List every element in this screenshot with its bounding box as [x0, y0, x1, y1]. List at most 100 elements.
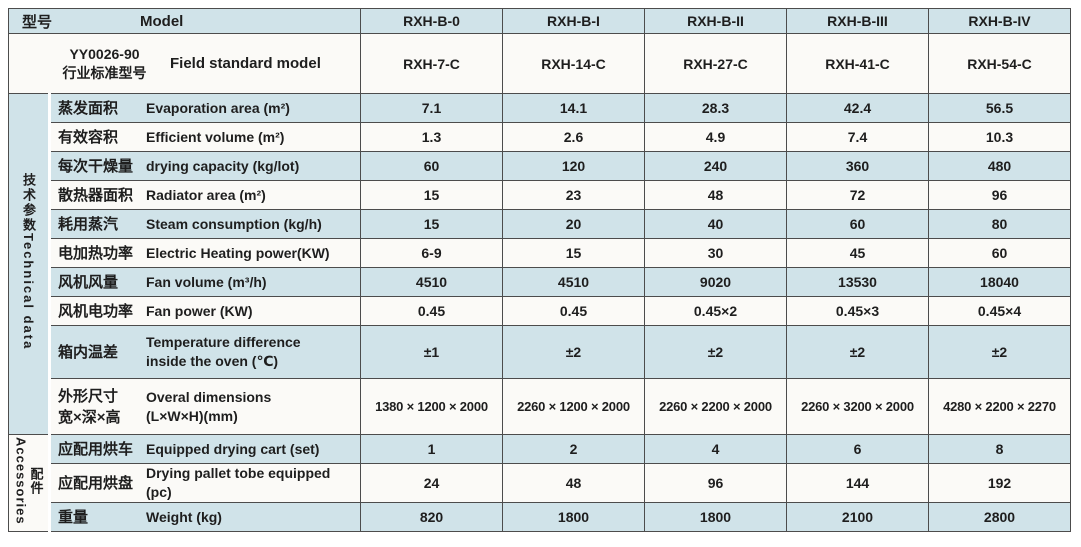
standard-label-en: Field standard model — [170, 55, 321, 72]
value-cell: 23 — [502, 180, 645, 210]
section-band-accessories: 配件 Accessories — [8, 434, 51, 532]
value-cell: 2100 — [786, 502, 929, 532]
model-cell: RXH-B-IV — [928, 8, 1071, 34]
value-cell: 10.3 — [928, 122, 1071, 152]
standard-model-cell: RXH-54-C — [928, 33, 1071, 94]
standard-label-cn-line1: YY0026-90 — [69, 45, 140, 62]
row-label-en: Fan power (KW) — [146, 302, 253, 319]
model-label-cn: 型号 — [22, 13, 53, 31]
row-label-wrap: 重量 Weight (kg) — [51, 507, 360, 528]
row-label-en: Equipped drying cart (set) — [146, 440, 320, 457]
row-label-cn: 散热器面积 — [58, 186, 134, 204]
row-label-wrap: 风机电功率 Fan power (KW) — [51, 301, 360, 322]
value-cell: 15 — [502, 238, 645, 268]
row-label-cell: 散热器面积 Radiator area (m²) — [49, 180, 361, 210]
value-cell: 6 — [786, 434, 929, 464]
value-cell: 2260 × 1200 × 2000 — [502, 378, 645, 435]
value-cell: 56.5 — [928, 93, 1071, 123]
row-label-cn-line1: 外形尺寸 — [58, 387, 119, 405]
row-label-wrap: 蒸发面积 Evaporation area (m²) — [51, 98, 360, 119]
value-cell: 60 — [928, 238, 1071, 268]
row-label-cn: 蒸发面积 — [58, 99, 119, 117]
value-cell: 48 — [644, 180, 787, 210]
row-label-cell: 应配用烘盘 Drying pallet tobe equipped (pc) — [49, 463, 361, 503]
model-cell: RXH-B-II — [644, 8, 787, 34]
value-cell: 20 — [502, 209, 645, 239]
row-label-cell: 有效容积 Efficient volume (m²) — [49, 122, 361, 152]
standard-label-cn: YY0026-90 行业标准型号 — [10, 45, 171, 83]
value-cell: 480 — [928, 151, 1071, 181]
row-label-en: Steam consumption (kg/h) — [146, 215, 322, 232]
value-cell: 60 — [360, 151, 503, 181]
value-cell: 72 — [786, 180, 929, 210]
row-label-cell: 电加热功率 Electric Heating power(KW) — [49, 238, 361, 268]
value-cell: 9020 — [644, 267, 787, 297]
value-cell: 42.4 — [786, 93, 929, 123]
value-cell: ±2 — [502, 325, 645, 379]
value-cell: 96 — [928, 180, 1071, 210]
value-cell: ±2 — [644, 325, 787, 379]
spec-row: 技术参数Technical data 蒸发面积 Evaporation area (… — [8, 93, 1071, 435]
section-label-en: Technical data — [21, 232, 36, 351]
row-label-cn-line2: 宽×深×高 — [58, 408, 121, 426]
value-cell: 96 — [644, 463, 787, 503]
value-cell: 1.3 — [360, 122, 503, 152]
value-cell: 120 — [502, 151, 645, 181]
value-cell: 360 — [786, 151, 929, 181]
row-label-wrap: 外形尺寸 宽×深×高 Overal dimensions (L×W×H)(mm) — [51, 386, 360, 428]
row-label-en: drying capacity (kg/lot) — [146, 157, 300, 174]
row-label-cn: 外形尺寸宽×深×高 — [51, 386, 146, 428]
value-cell: 0.45×4 — [928, 296, 1071, 326]
value-cell: 24 — [360, 463, 503, 503]
row-label-cn: 电加热功率 — [58, 244, 134, 262]
value-cell: 30 — [644, 238, 787, 268]
spec-row: 箱内温差 Temperature difference inside the ove… — [8, 325, 1071, 379]
value-cell: ±1 — [360, 325, 503, 379]
row-label-cell: 箱内温差 Temperature difference inside the ove… — [49, 325, 361, 379]
spec-row: 散热器面积 Radiator area (m²) 15 23 48 72 96 — [8, 180, 1071, 210]
value-cell: 1800 — [644, 502, 787, 532]
value-cell: 2 — [502, 434, 645, 464]
row-label-en: Electric Heating power(KW) — [146, 244, 330, 261]
row-label-en: Fan volume (m³/h) — [146, 273, 267, 290]
row-label-cn: 风机风量 — [58, 273, 119, 291]
row-label-cell: 耗用蒸汽 Steam consumption (kg/h) — [49, 209, 361, 239]
value-cell: 4.9 — [644, 122, 787, 152]
row-label-cell: 重量 Weight (kg) — [49, 502, 361, 532]
row-label-en: Evaporation area (m²) — [146, 99, 290, 116]
standard-model-cell: RXH-7-C — [360, 33, 503, 94]
section-band-text: 配件 Accessories — [14, 437, 44, 525]
row-label-en: Overal dimensions (L×W×H)(mm) — [146, 388, 275, 426]
spec-row: 外形尺寸 宽×深×高 Overal dimensions (L×W×H)(mm) 138… — [8, 378, 1071, 435]
row-label-cell: 应配用烘车 Equipped drying cart (set) — [49, 434, 361, 464]
row-label-cn: 有效容积 — [58, 128, 119, 146]
value-cell: 2260 × 2200 × 2000 — [644, 378, 787, 435]
section-label-cn: 技术参数 — [21, 172, 36, 233]
value-cell: 48 — [502, 463, 645, 503]
row-label-en-line2: inside the oven (℃) — [146, 353, 279, 369]
row-label-wrap: 风机风量 Fan volume (m³/h) — [51, 272, 360, 293]
value-cell: 0.45×3 — [786, 296, 929, 326]
spec-row: 电加热功率 Electric Heating power(KW) 6-9 15 30 45… — [8, 238, 1071, 268]
value-cell: 144 — [786, 463, 929, 503]
value-cell: 4510 — [360, 267, 503, 297]
row-label-en-line1: Overal dimensions — [146, 388, 272, 405]
value-cell: 7.1 — [360, 93, 503, 123]
header-row-standard: YY0026-90 行业标准型号 Field standard model RXH-7… — [8, 33, 1071, 94]
section-band-text: 技术参数Technical data — [21, 173, 36, 350]
row-label-wrap: 每次干燥量 drying capacity (kg/lot) — [51, 156, 360, 177]
row-label-cn: 重量 — [58, 508, 89, 526]
value-cell: 40 — [644, 209, 787, 239]
value-cell: 1 — [360, 434, 503, 464]
value-cell: 4 — [644, 434, 787, 464]
value-cell: 1380 × 1200 × 2000 — [360, 378, 503, 435]
spec-table: 型号 Model RXH-B-0 RXH-B-I RXH-B-II RXH-B-III RX… — [8, 8, 1071, 532]
row-label-cn: 每次干燥量 — [58, 157, 134, 175]
value-cell: 60 — [786, 209, 929, 239]
value-cell: 192 — [928, 463, 1071, 503]
row-label-en: Drying pallet tobe equipped (pc) — [146, 465, 331, 500]
value-cell: 13530 — [786, 267, 929, 297]
value-cell: 7.4 — [786, 122, 929, 152]
value-cell: 820 — [360, 502, 503, 532]
standard-model-cell: RXH-14-C — [502, 33, 645, 94]
